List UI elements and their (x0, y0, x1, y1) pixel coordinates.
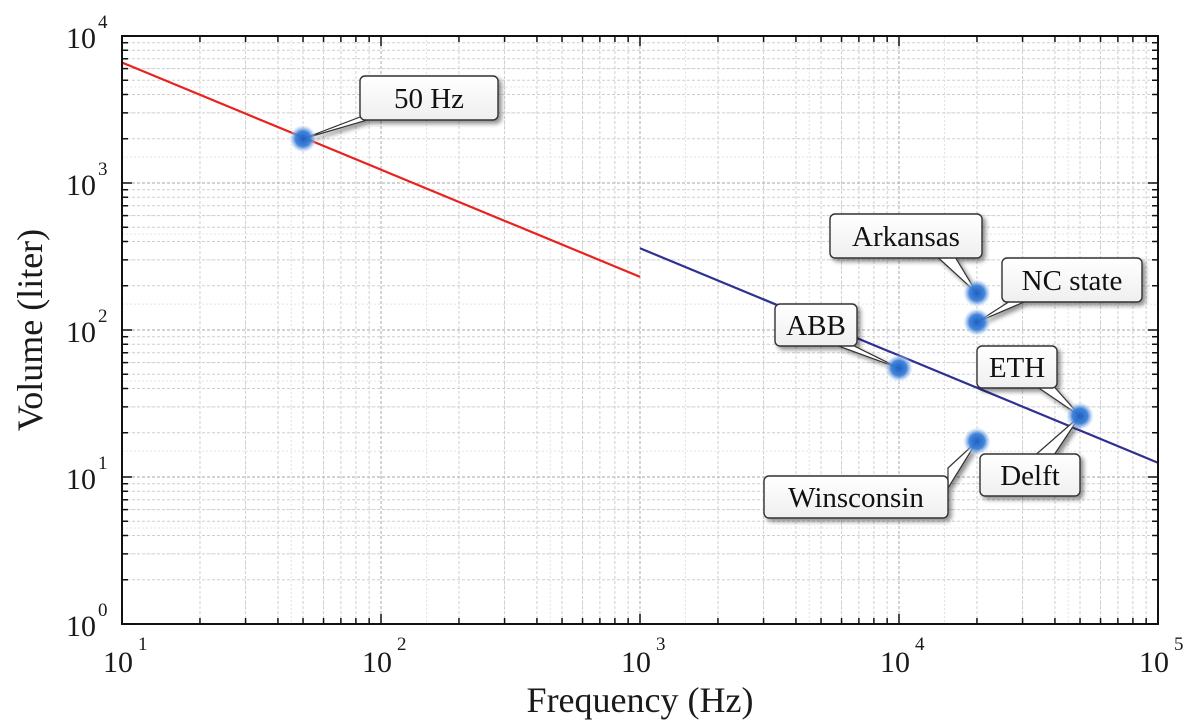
y-tick-base: 10 (66, 169, 96, 202)
callout-box (774, 303, 858, 347)
callout (979, 415, 1081, 497)
data-point (289, 124, 318, 153)
data-point (962, 279, 991, 308)
data-point (962, 308, 991, 337)
callout (976, 345, 1081, 417)
y-tick-exponent: 2 (98, 306, 108, 327)
x-tick-exponent: 2 (397, 634, 407, 655)
callout-label: ABB (786, 310, 846, 342)
x-tick-exponent: 3 (656, 634, 666, 655)
axis-ticks (121, 35, 1159, 625)
y-tick-label: 10 3 (66, 159, 108, 202)
y-tick-exponent: 1 (98, 453, 108, 474)
callout-box (359, 75, 499, 121)
x-tick-base: 10 (621, 646, 651, 679)
y-tick-base: 10 (66, 316, 96, 349)
callout-label: Winsconsin (788, 482, 924, 514)
callout-label: Arkansas (852, 221, 960, 253)
callout-label: NC state (1022, 265, 1123, 297)
y-tick-base: 10 (66, 610, 96, 643)
callouts: 50 Hz Arkansas NC state ABB ETH Delft Winscons… (302, 75, 1143, 519)
y-axis-title: Volume (liter) (10, 229, 50, 431)
y-tick-base: 10 (66, 22, 96, 55)
x-tick-exponent: 5 (1174, 634, 1184, 655)
y-tick-exponent: 3 (98, 159, 108, 180)
callout (976, 257, 1143, 323)
x-tick-base: 10 (362, 646, 392, 679)
x-tick-base: 10 (880, 646, 910, 679)
x-tick-base: 10 (103, 646, 133, 679)
x-tick-base: 10 (1139, 646, 1169, 679)
data-points (289, 124, 1095, 456)
y-tick-label: 10 0 (66, 600, 108, 643)
x-tick-label: 105 (1139, 634, 1184, 679)
callout-label: 50 Hz (394, 83, 464, 115)
callout-box (1001, 257, 1143, 303)
data-point (962, 427, 991, 456)
callout (774, 303, 900, 369)
callout (302, 75, 499, 140)
y-tick-label: 10 1 (66, 453, 108, 496)
x-tick-label: 103 (621, 634, 666, 679)
y-tick-label: 10 2 (66, 306, 108, 349)
y-tick-base: 10 (66, 463, 96, 496)
fit-line (122, 61, 641, 278)
callout-box (976, 345, 1058, 389)
x-tick-exponent: 1 (138, 634, 148, 655)
data-point (1066, 401, 1095, 430)
callout-box (829, 213, 983, 259)
y-tick-label: 10 4 (66, 12, 108, 55)
x-tick-label: 101 (103, 634, 148, 679)
callout-box (763, 475, 949, 519)
x-tick-label: 102 (362, 634, 407, 679)
data-point (885, 354, 913, 383)
x-axis-title: Frequency (Hz) (527, 680, 754, 720)
y-tick-exponent: 4 (98, 12, 108, 33)
x-tick-label: 104 (880, 634, 925, 679)
callout (829, 213, 983, 294)
callout-label: ETH (989, 352, 1045, 384)
y-tick-exponent: 0 (98, 600, 108, 621)
callout-box (979, 453, 1081, 497)
x-tick-exponent: 4 (915, 634, 925, 655)
callout-label: Delft (1000, 460, 1060, 492)
